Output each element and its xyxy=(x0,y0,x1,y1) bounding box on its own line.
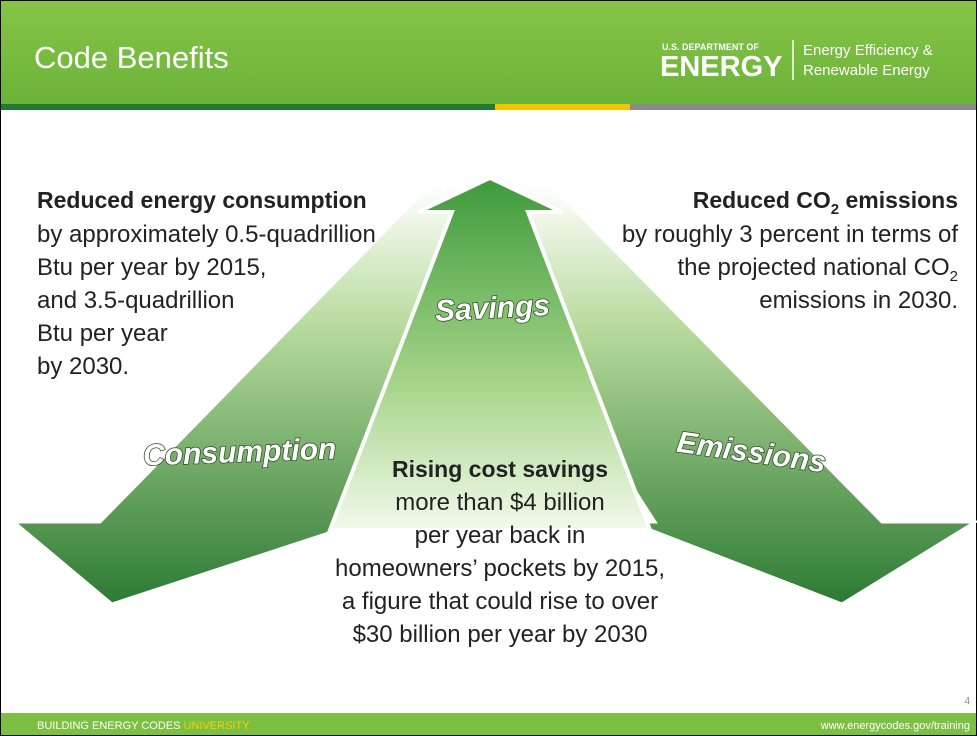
center-line: more than $4 billion xyxy=(395,489,604,516)
center-line: a figure that could rise to over xyxy=(342,588,658,615)
center-line: homeowners’ pockets by 2015, xyxy=(335,555,665,582)
stripe xyxy=(495,104,630,110)
logo-office: Renewable Energy xyxy=(803,62,930,79)
arrow-right xyxy=(437,183,977,606)
stripe xyxy=(630,104,976,110)
left-line: Btu per year xyxy=(37,320,168,347)
logo-office: Energy Efficiency & xyxy=(803,42,933,59)
header-band xyxy=(1,1,976,104)
logo-agency: ENERGY xyxy=(660,51,782,83)
arrow-up xyxy=(327,175,653,532)
center-line: per year back in xyxy=(415,522,586,549)
arrow-label: Consumption xyxy=(142,433,336,473)
center-heading: Rising cost savings xyxy=(392,456,608,482)
left-line: by approximately 0.5-quadrillion xyxy=(37,221,376,248)
title: Code Benefits xyxy=(34,40,229,75)
footer-right: www.energycodes.gov/training xyxy=(820,720,970,732)
logo-dept: U.S. DEPARTMENT OF xyxy=(662,42,759,52)
right-heading: Reduced CO2 emissions xyxy=(693,187,958,218)
arrow-label: Savings xyxy=(434,289,551,328)
left-line: and 3.5-quadrillion xyxy=(37,287,234,314)
page-number: 4 xyxy=(964,696,970,707)
left-line: by 2030. xyxy=(37,353,129,380)
right-line: emissions in 2030. xyxy=(759,287,958,314)
footer-band xyxy=(1,713,976,735)
right-line: the projected national CO2 xyxy=(677,254,958,285)
left-heading: Reduced energy consumption xyxy=(37,187,367,213)
center-line: $30 billion per year by 2030 xyxy=(353,621,648,648)
left-line: Btu per year by 2015, xyxy=(37,254,266,281)
right-line: by roughly 3 percent in terms of xyxy=(622,221,958,248)
footer-left: BUILDING ENERGY CODES UNIVERSITY xyxy=(37,720,250,732)
stripe xyxy=(1,104,495,110)
